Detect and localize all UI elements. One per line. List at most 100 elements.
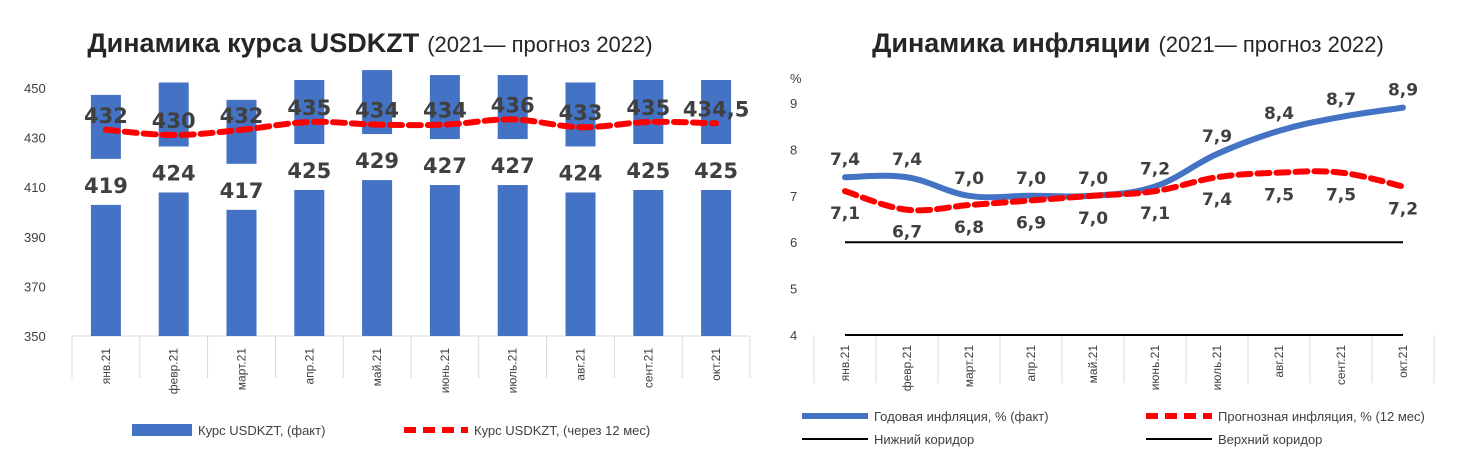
usdkzt-bar-value-label: 425 xyxy=(694,159,738,183)
inflation-fact-value-label: 8,4 xyxy=(1264,104,1294,124)
usdkzt-x-tick-label: июнь.21 xyxy=(438,348,452,394)
inflation-y-axis-ticks: 9 8 7 6 5 4 xyxy=(790,96,797,343)
inflation-chart-title-group: Динамика инфляции (2021— прогноз 2022) xyxy=(872,28,1384,58)
inflation-fact-value-label: 7,9 xyxy=(1202,127,1232,147)
usdkzt-bar xyxy=(90,204,121,336)
inflation-forecast-value-label: 6,9 xyxy=(1016,213,1046,233)
usdkzt-y-tick-label: 390 xyxy=(24,230,46,245)
usdkzt-forecast-value-label: 432 xyxy=(220,104,264,128)
usdkzt-x-axis-ticks: янв.21 февр.21 март.21 апр.21 май.21 июнь.21 и… xyxy=(99,348,723,395)
inflation-fact-value-label: 7,0 xyxy=(1016,169,1046,189)
usdkzt-bar-value-label: 429 xyxy=(355,149,399,173)
usdkzt-x-tick-label: окт.21 xyxy=(709,348,723,381)
usdkzt-x-tick-label: апр.21 xyxy=(302,348,316,385)
usdkzt-y-tick-label: 350 xyxy=(24,329,46,344)
usdkzt-x-tick-label: сент.21 xyxy=(641,348,655,388)
inflation-fact-value-label: 8,7 xyxy=(1326,90,1356,110)
usdkzt-bar-value-label: 417 xyxy=(220,179,264,203)
usdkzt-bar xyxy=(565,192,596,336)
usdkzt-bar-upper xyxy=(429,75,460,140)
usdkzt-bar xyxy=(701,190,732,336)
inflation-x-tick-label: апр.21 xyxy=(1024,345,1038,382)
inflation-fact-value-label: 8,9 xyxy=(1388,81,1418,101)
inflation-y-tick-label: 7 xyxy=(790,189,797,204)
usdkzt-x-tick-label: март.21 xyxy=(235,348,249,391)
legend-label-lower-corridor: Нижний коридор xyxy=(874,432,974,447)
usdkzt-forecast-line xyxy=(102,116,720,139)
usdkzt-bar-upper xyxy=(633,80,664,144)
inflation-forecast-value-label: 7,4 xyxy=(1202,190,1232,210)
legend-label-bar-fact: Курс USDKZT, (факт) xyxy=(198,423,325,438)
usdkzt-bar xyxy=(226,209,257,336)
usdkzt-forecast-value-label: 436 xyxy=(491,93,535,117)
usdkzt-legend: Курс USDKZT, (факт) Курс USDKZT, (через … xyxy=(132,423,650,438)
legend-label-inflation-forecast: Прогнозная инфляция, % (12 мес) xyxy=(1218,409,1425,424)
usdkzt-forecast-value-label: 433 xyxy=(559,101,603,125)
usdkzt-bar xyxy=(497,185,528,336)
usdkzt-y-tick-label: 410 xyxy=(24,180,46,195)
inflation-x-tick-label: янв.21 xyxy=(838,345,852,382)
inflation-chart: Динамика инфляции (2021— прогноз 2022) % … xyxy=(790,28,1435,447)
inflation-x-axis-ticks: янв.21 февр.21 март.21 апр.21 май.21 июнь.21 и… xyxy=(838,345,1410,392)
inflation-x-axis-separators xyxy=(813,335,1435,383)
usdkzt-x-tick-label: янв.21 xyxy=(99,348,113,385)
usdkzt-bar-value-label: 425 xyxy=(626,159,670,183)
usdkzt-forecast-value-label: 430 xyxy=(152,109,196,133)
inflation-fact-value-label: 7,2 xyxy=(1140,160,1170,180)
legend-label-inflation-fact: Годовая инфляция, % (факт) xyxy=(874,409,1049,424)
usdkzt-bar xyxy=(294,190,325,336)
inflation-y-tick-label: 8 xyxy=(790,142,797,157)
inflation-y-tick-label: 5 xyxy=(790,282,797,297)
inflation-legend: Годовая инфляция, % (факт) Прогнозная ин… xyxy=(802,409,1425,447)
usdkzt-forecast-value-label: 434 xyxy=(423,99,467,123)
usdkzt-y-tick-label: 450 xyxy=(24,81,46,96)
inflation-forecast-value-label: 6,8 xyxy=(954,218,984,238)
usdkzt-chart-title-group: Динамика курса USDKZT (2021— прогноз 2022… xyxy=(87,28,652,58)
inflation-x-tick-label: май.21 xyxy=(1086,345,1100,384)
inflation-x-tick-label: сент.21 xyxy=(1334,345,1348,385)
usdkzt-x-tick-label: февр.21 xyxy=(167,348,181,395)
inflation-x-tick-label: июнь.21 xyxy=(1148,345,1162,391)
inflation-forecast-series-line xyxy=(842,168,1406,214)
usdkzt-bar-value-label: 427 xyxy=(491,154,535,178)
inflation-forecast-value-label: 7,0 xyxy=(1078,209,1108,229)
usdkzt-bar-value-label: 427 xyxy=(423,154,467,178)
usdkzt-bar-upper xyxy=(294,80,325,144)
inflation-forecast-value-label: 7,1 xyxy=(830,204,860,224)
usdkzt-x-tick-label: май.21 xyxy=(370,348,384,387)
usdkzt-bar xyxy=(633,190,664,336)
inflation-y-tick-label: 4 xyxy=(790,328,797,343)
usdkzt-bar-upper xyxy=(701,80,732,144)
inflation-lines xyxy=(842,104,1406,336)
usdkzt-bar xyxy=(158,192,189,336)
usdkzt-y-tick-label: 430 xyxy=(24,131,46,146)
usdkzt-forecast-series-line xyxy=(102,116,720,139)
usdkzt-bar-upper xyxy=(565,82,596,147)
usdkzt-x-tick-label: авг.21 xyxy=(574,348,588,381)
usdkzt-bar-upper xyxy=(497,75,528,140)
inflation-y-tick-label: 6 xyxy=(790,235,797,250)
inflation-fact-value-label: 7,4 xyxy=(892,150,922,170)
inflation-fact-value-label: 7,4 xyxy=(830,150,860,170)
inflation-y-axis-unit: % xyxy=(790,71,802,86)
inflation-fact-series-line xyxy=(842,104,1406,201)
inflation-x-tick-label: март.21 xyxy=(962,345,976,388)
inflation-forecast-value-label: 7,2 xyxy=(1388,200,1418,220)
inflation-x-tick-label: июль.21 xyxy=(1210,345,1224,391)
inflation-forecast-value-label: 6,7 xyxy=(892,223,922,243)
usdkzt-forecast-value-label: 435 xyxy=(287,96,331,120)
inflation-forecast-value-label: 7,5 xyxy=(1326,186,1356,206)
usdkzt-x-axis-separators xyxy=(71,336,751,378)
usdkzt-bar-value-label: 424 xyxy=(559,161,603,185)
legend-label-upper-corridor: Верхний коридор xyxy=(1218,432,1322,447)
usdkzt-chart-subtitle: (2021— прогноз 2022) xyxy=(427,32,652,57)
usdkzt-bar xyxy=(429,185,460,336)
usdkzt-chart-title: Динамика курса USDKZT xyxy=(87,28,419,58)
inflation-x-tick-label: окт.21 xyxy=(1396,345,1410,378)
usdkzt-chart: Динамика курса USDKZT (2021— прогноз 2022… xyxy=(24,28,751,438)
legend-label-forecast-line: Курс USDKZT, (через 12 мес) xyxy=(474,423,650,438)
legend-swatch-bar-fact xyxy=(132,424,192,436)
inflation-forecast-value-label: 7,1 xyxy=(1140,204,1170,224)
inflation-forecast-value-label: 7,5 xyxy=(1264,186,1294,206)
